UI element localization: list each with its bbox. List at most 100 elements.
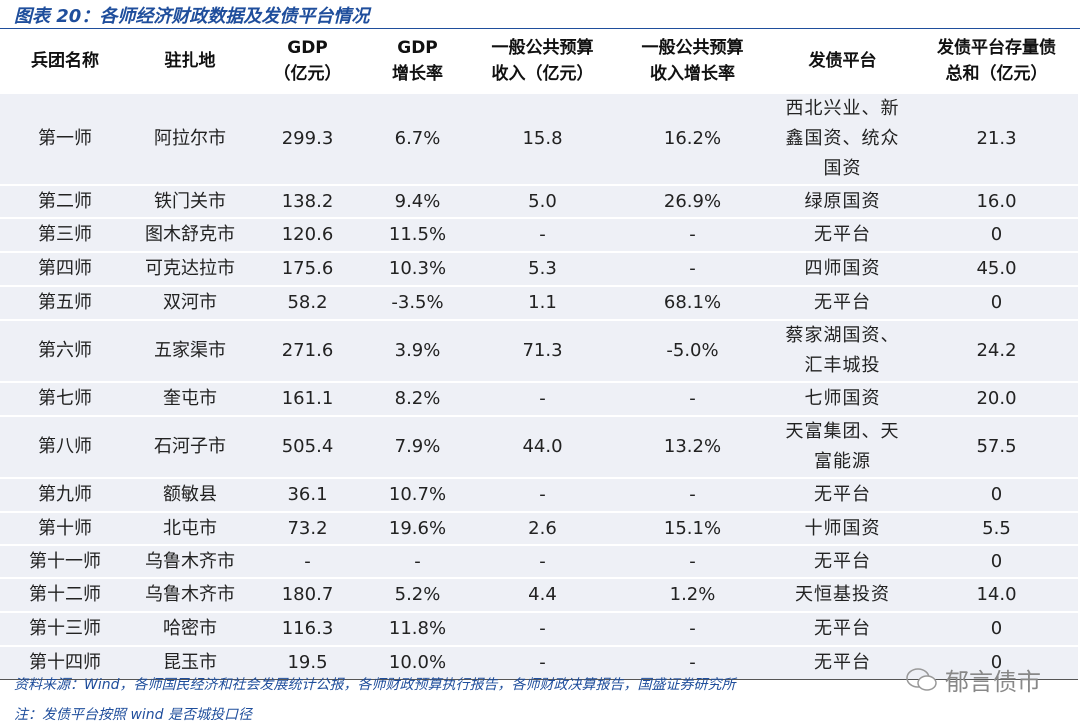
table-cell: 第七师 xyxy=(0,381,130,416)
column-header: 驻扎地 xyxy=(130,30,250,94)
table-cell: 175.6 xyxy=(250,251,365,286)
table-cell: 0 xyxy=(915,477,1078,512)
header-line: 兵团名称 xyxy=(31,51,99,71)
table-cell: 180.7 xyxy=(250,577,365,612)
table-cell: 5.3 xyxy=(470,251,615,286)
table-cell: 天富集团、天富能源 xyxy=(770,415,915,478)
table-cell: 15.1% xyxy=(615,511,770,545)
column-header: 发债平台存量债 总和（亿元） xyxy=(915,30,1078,94)
table-cell: - xyxy=(615,645,770,680)
column-header: 一般公共预算 收入增长率 xyxy=(615,30,770,94)
table-cell: 第三师 xyxy=(0,217,130,252)
table-cell: 15.8 xyxy=(470,92,615,185)
table-cell: 七师国资 xyxy=(770,381,915,416)
table-row: 第一师 阿拉尔市 299.3 6.7% 15.8 16.2% 西北兴业、新鑫国资、统众国资 2… xyxy=(0,92,1078,185)
header-line: 一般公共预算 xyxy=(491,38,594,58)
table-cell: 1.1 xyxy=(470,285,615,320)
table-cell: 0 xyxy=(915,285,1078,320)
table-cell: 16.2% xyxy=(615,92,770,185)
table-row: 第七师 奎屯市 161.1 8.2% - - 七师国资 20.0 xyxy=(0,381,1078,416)
table-cell: 北屯市 xyxy=(130,511,250,545)
table-row: 第十三师 哈密市 116.3 11.8% - - 无平台 0 xyxy=(0,611,1078,646)
table-cell: 乌鲁木齐市 xyxy=(130,577,250,612)
table-row: 第十师 北屯市 73.2 19.6% 2.6 15.1% 十师国资 5.5 xyxy=(0,511,1078,545)
table-cell: 0 xyxy=(915,645,1078,680)
table-cell: 西北兴业、新鑫国资、统众国资 xyxy=(770,92,915,185)
table-cell: - xyxy=(470,544,615,578)
platform-text: 绿原国资 xyxy=(804,190,881,212)
table-row: 第二师 铁门关市 138.2 9.4% 5.0 26.9% 绿原国资 16.0 xyxy=(0,184,1078,218)
table-cell: 8.2% xyxy=(365,381,470,416)
table-cell: 双河市 xyxy=(130,285,250,320)
platform-text: 天恒基投资 xyxy=(795,584,890,605)
table-cell: 16.0 xyxy=(915,184,1078,218)
table-cell: 58.2 xyxy=(250,285,365,320)
table-cell: 26.9% xyxy=(615,184,770,218)
table-cell: 21.3 xyxy=(915,92,1078,185)
table-cell: 无平台 xyxy=(770,645,915,680)
table-cell: 13.2% xyxy=(615,415,770,478)
wechat-icon xyxy=(906,667,937,691)
table-cell: 71.3 xyxy=(470,319,615,382)
table-cell: 299.3 xyxy=(250,92,365,185)
table-cell: 138.2 xyxy=(250,184,365,218)
table-cell: 无平台 xyxy=(770,611,915,646)
table-cell: 第五师 xyxy=(0,285,130,320)
table-cell: 5.5 xyxy=(915,511,1078,545)
table-cell: 0 xyxy=(915,217,1078,252)
header-line: 收入增长率 xyxy=(650,64,735,84)
table-cell: 可克达拉市 xyxy=(130,251,250,286)
table-row: 第十二师 乌鲁木齐市 180.7 5.2% 4.4 1.2% 天恒基投资 14.0 xyxy=(0,577,1078,612)
note: 注：发债平台按照 wind 是否城投口径 xyxy=(14,707,252,723)
platform-text: 蔡家湖国资、汇丰城投 xyxy=(785,325,900,376)
table-cell: 石河子市 xyxy=(130,415,250,478)
table-row: 第五师 双河市 58.2 -3.5% 1.1 68.1% 无平台 0 xyxy=(0,285,1078,320)
table-cell: - xyxy=(365,544,470,578)
table-cell: 11.8% xyxy=(365,611,470,646)
table-cell: - xyxy=(615,251,770,286)
table-cell: 阿拉尔市 xyxy=(130,92,250,185)
table-cell: 24.2 xyxy=(915,319,1078,382)
table-cell: 铁门关市 xyxy=(130,184,250,218)
table-cell: 505.4 xyxy=(250,415,365,478)
table-cell: - xyxy=(250,544,365,578)
table-cell: 20.0 xyxy=(915,381,1078,416)
table-cell: 十师国资 xyxy=(770,511,915,545)
title-rule xyxy=(0,28,1080,29)
table-cell: - xyxy=(470,645,615,680)
table-cell: 7.9% xyxy=(365,415,470,478)
platform-text: 四师国资 xyxy=(804,258,881,279)
table-cell: 昆玉市 xyxy=(130,645,250,680)
platform-text: 无平台 xyxy=(814,618,871,639)
table-cell: 额敏县 xyxy=(130,477,250,512)
table-cell: 11.5% xyxy=(365,217,470,252)
table-cell: - xyxy=(470,217,615,252)
header-line: 增长率 xyxy=(392,64,443,84)
table-cell: 第十一师 xyxy=(0,544,130,578)
table-cell: - xyxy=(615,477,770,512)
table-cell: 10.0% xyxy=(365,645,470,680)
column-header: 兵团名称 xyxy=(0,30,130,94)
header-line: 发债平台 xyxy=(808,51,877,71)
table-cell: 五家渠市 xyxy=(130,319,250,382)
watermark-text: 郁言债市 xyxy=(945,668,1041,696)
table-cell: 奎屯市 xyxy=(130,381,250,416)
table-row: 第十一师 乌鲁木齐市 - - - - 无平台 0 xyxy=(0,544,1078,578)
table-cell: 161.1 xyxy=(250,381,365,416)
table-cell: 无平台 xyxy=(770,477,915,512)
table-cell: - xyxy=(470,611,615,646)
table-cell: 19.5 xyxy=(250,645,365,680)
table-cell: - xyxy=(615,611,770,646)
table-cell: 四师国资 xyxy=(770,251,915,286)
header-line: 总和（亿元） xyxy=(945,64,1048,84)
platform-text: 无平台 xyxy=(814,550,871,572)
table-cell: 19.6% xyxy=(365,511,470,545)
table-cell: 0 xyxy=(915,611,1078,646)
table-cell: 第八师 xyxy=(0,415,130,478)
table-cell: 无平台 xyxy=(770,217,915,252)
source-note: 资料来源：Wind，各师国民经济和社会发展统计公报，各师财政预算执行报告，各师财… xyxy=(14,677,736,693)
table-cell: - xyxy=(470,381,615,416)
table-cell: 第四师 xyxy=(0,251,130,286)
platform-text: 天富集团、天富能源 xyxy=(785,421,900,472)
